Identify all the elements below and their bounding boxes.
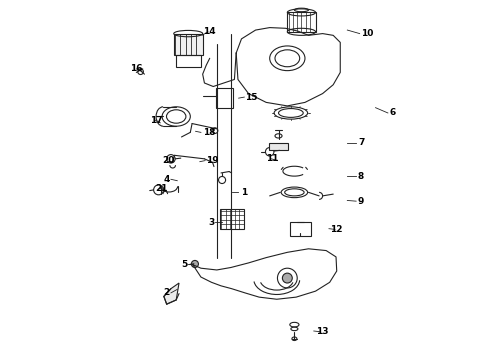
Text: 5: 5 xyxy=(181,260,188,269)
Text: 3: 3 xyxy=(208,218,214,227)
Text: 1: 1 xyxy=(241,188,247,197)
Text: 9: 9 xyxy=(358,197,364,206)
Text: 4: 4 xyxy=(163,175,170,184)
Text: 11: 11 xyxy=(266,154,279,163)
Text: 12: 12 xyxy=(330,225,342,234)
Text: 7: 7 xyxy=(358,139,364,148)
Text: 15: 15 xyxy=(245,93,258,102)
Text: 14: 14 xyxy=(203,27,215,36)
Text: 16: 16 xyxy=(130,64,143,73)
Polygon shape xyxy=(269,143,288,150)
Bar xyxy=(176,55,201,67)
Polygon shape xyxy=(164,283,179,304)
Text: 8: 8 xyxy=(358,172,364,181)
Text: 13: 13 xyxy=(316,327,328,336)
Text: 18: 18 xyxy=(203,128,215,137)
Circle shape xyxy=(192,260,198,267)
Text: 10: 10 xyxy=(362,29,374,38)
Text: 21: 21 xyxy=(155,184,168,193)
Bar xyxy=(290,222,311,236)
Bar xyxy=(287,12,316,32)
Text: 2: 2 xyxy=(163,288,170,297)
Bar xyxy=(174,33,203,55)
Bar xyxy=(220,209,244,229)
Text: 19: 19 xyxy=(206,156,219,165)
Text: 20: 20 xyxy=(162,156,174,165)
Text: 6: 6 xyxy=(390,108,396,117)
Bar xyxy=(216,88,233,108)
Text: 17: 17 xyxy=(150,116,162,125)
Circle shape xyxy=(282,273,292,283)
